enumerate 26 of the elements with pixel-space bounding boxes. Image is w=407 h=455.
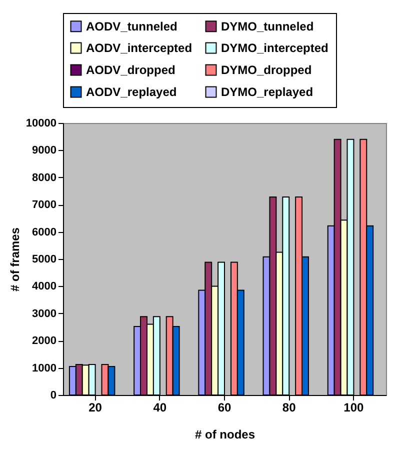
y-tick-label: 4000 xyxy=(32,280,56,293)
legend-label: AODV_intercepted xyxy=(86,41,192,55)
y-tick-label: 8000 xyxy=(32,172,56,184)
x-tick-label: 100 xyxy=(344,400,364,414)
x-tick-label: 80 xyxy=(282,400,296,414)
x-tick-label: 20 xyxy=(88,400,102,414)
legend-label: DYMO_tunneled xyxy=(221,19,314,34)
y-tick-label: 3000 xyxy=(32,308,56,320)
legend-label: DYMO_dropped xyxy=(221,63,312,77)
legend-label: AODV_tunneled xyxy=(86,19,178,34)
legend-label: DYMO_intercepted xyxy=(221,41,328,55)
y-tick-label: 1000 xyxy=(32,362,56,374)
legend-label: AODV_replayed xyxy=(86,85,177,99)
x-tick-label: 60 xyxy=(218,400,232,414)
y-tick-label: 9000 xyxy=(32,144,56,157)
y-tick-label: 7000 xyxy=(32,199,56,212)
y-tick-label: 10000 xyxy=(26,118,56,130)
y-tick-label: 0 xyxy=(50,390,56,402)
y-tick-label: 6000 xyxy=(32,226,56,238)
x-axis-title: # of nodes xyxy=(194,428,256,442)
y-tick-label: 2000 xyxy=(32,335,56,348)
legend-label: AODV_dropped xyxy=(86,63,176,77)
y-tick-label: 5000 xyxy=(32,254,56,266)
y-axis-title: # of frames xyxy=(8,227,22,292)
x-tick-label: 40 xyxy=(153,400,167,414)
legend-label: DYMO_replayed xyxy=(221,85,314,99)
